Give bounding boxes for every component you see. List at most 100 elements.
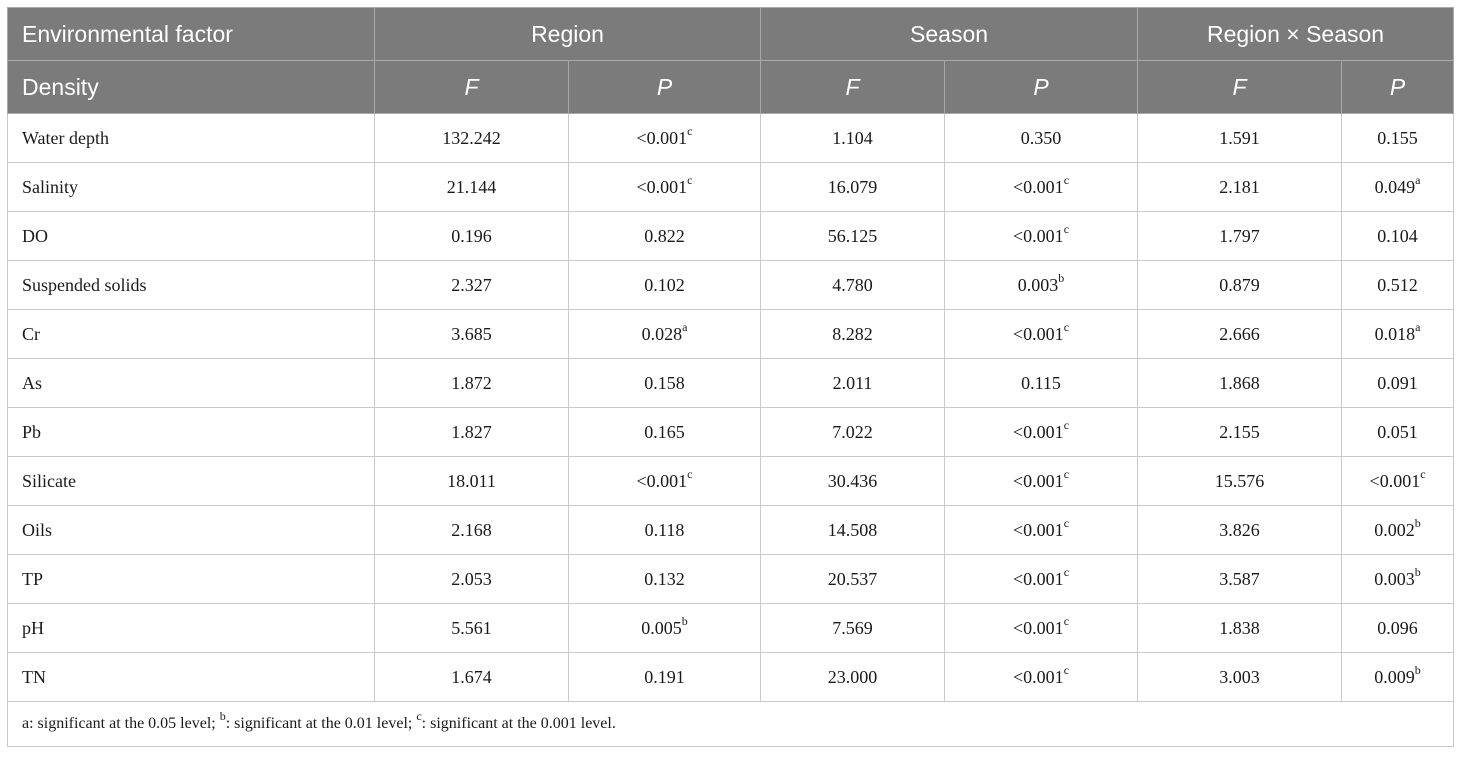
f-value-cell: 132.242 <box>374 113 569 163</box>
significance-marker: c <box>1063 613 1070 628</box>
p-value-cell: 0.049a <box>1341 162 1455 212</box>
significance-marker: c <box>1063 662 1070 677</box>
f-value-cell: 1.827 <box>374 407 569 457</box>
cell-value: 0.350 <box>1020 127 1062 148</box>
cell-value: 16.079 <box>827 176 878 197</box>
table-header: Environmental factor Region Season Regio… <box>7 7 1455 114</box>
significance-marker: a <box>1415 172 1421 187</box>
footnote-text: a: significant at the 0.05 level; <box>22 715 220 732</box>
p-value-cell: <0.001c <box>944 309 1139 359</box>
p-value-cell: 0.104 <box>1341 211 1455 261</box>
p-value-cell: 0.009b <box>1341 652 1455 702</box>
cell-value: <0.001 <box>1013 519 1064 540</box>
p-value-cell: 0.191 <box>567 652 762 702</box>
cell-value: 1.591 <box>1219 127 1260 148</box>
cell-value: 0.051 <box>1377 421 1418 442</box>
row-label: Cr <box>7 309 375 359</box>
p-value-cell: 0.091 <box>1341 358 1455 408</box>
cell-value: 7.022 <box>832 421 873 442</box>
cell-value: 0.822 <box>644 225 685 246</box>
f-value-cell: 16.079 <box>760 162 946 212</box>
significance-marker: b <box>1414 662 1421 677</box>
table-body: Water depth 132.242 <0.001c 1.104 0.350 1.591… <box>7 113 1455 702</box>
cell-value: 2.155 <box>1219 421 1260 442</box>
cell-value: 0.018 <box>1374 323 1416 344</box>
f-value-cell: 2.666 <box>1137 309 1343 359</box>
cell-value: 5.561 <box>451 617 492 638</box>
table-row: Pb 1.827 0.165 7.022 <0.001c 2.155 0.051 <box>7 407 1455 457</box>
significance-marker: b <box>1058 270 1065 285</box>
cell-value: 3.003 <box>1219 666 1260 687</box>
cell-value: 1.868 <box>1219 372 1260 393</box>
table-row: TP 2.053 0.132 20.537 <0.001c 3.587 0.003b <box>7 554 1455 604</box>
row-label: Pb <box>7 407 375 457</box>
row-label: TN <box>7 652 375 702</box>
footnote-text: : significant at the 0.01 level; <box>225 715 417 732</box>
p-value-cell: 0.003b <box>944 260 1139 310</box>
cell-value: 3.587 <box>1219 568 1260 589</box>
f-value-cell: 14.508 <box>760 505 946 555</box>
cell-value: 0.165 <box>644 421 685 442</box>
significance-marker: c <box>1063 221 1070 236</box>
header-group-region: Region <box>373 7 762 61</box>
f-value-cell: 3.003 <box>1137 652 1343 702</box>
p-value-cell: 0.158 <box>567 358 762 408</box>
significance-marker: c <box>1063 417 1070 432</box>
cell-value: <0.001 <box>1369 470 1421 491</box>
table-container: Environmental factor Region Season Regio… <box>6 7 1455 747</box>
cell-value: 3.685 <box>451 323 492 344</box>
cell-value: <0.001 <box>636 127 688 148</box>
p-value-cell: 0.051 <box>1341 407 1455 457</box>
cell-value: 0.191 <box>644 666 685 687</box>
p-value-cell: 0.028a <box>567 309 762 359</box>
cell-value: 1.674 <box>451 666 492 687</box>
footnote-text: : significant at the 0.001 level. <box>421 715 616 732</box>
significance-marker: c <box>687 466 693 481</box>
significance-marker: c <box>1420 466 1426 481</box>
f-value-cell: 1.838 <box>1137 603 1343 653</box>
table-row: Water depth 132.242 <0.001c 1.104 0.350 1.591… <box>7 113 1455 163</box>
p-value-cell: 0.118 <box>567 505 762 555</box>
cell-value: 1.104 <box>832 127 873 148</box>
header-row-2: Density F P F P F P <box>7 60 1455 114</box>
cell-value: <0.001 <box>1013 225 1064 246</box>
header-group-season: Season <box>760 7 1139 61</box>
significance-marker: b <box>1414 515 1421 530</box>
cell-value: <0.001 <box>1013 421 1064 442</box>
p-value-cell: 0.155 <box>1341 113 1455 163</box>
cell-value: 2.327 <box>451 274 492 295</box>
cell-value: <0.001 <box>1013 666 1064 687</box>
p-value-cell: <0.001c <box>944 603 1139 653</box>
significance-marker: c <box>1063 515 1070 530</box>
f-value-cell: 2.053 <box>374 554 569 604</box>
f-value-cell: 30.436 <box>760 456 946 506</box>
header-f: F <box>1137 60 1343 114</box>
p-value-cell: 0.822 <box>567 211 762 261</box>
footnote-marker: b <box>219 708 226 723</box>
row-label: pH <box>7 603 375 653</box>
table-row: As 1.872 0.158 2.011 0.115 1.868 0.091 <box>7 358 1455 408</box>
cell-value: 0.115 <box>1021 372 1061 393</box>
p-value-cell: <0.001c <box>944 505 1139 555</box>
cell-value: 2.666 <box>1219 323 1260 344</box>
cell-value: 30.436 <box>827 470 878 491</box>
header-row-1: Environmental factor Region Season Regio… <box>7 7 1455 61</box>
cell-value: 0.091 <box>1377 372 1418 393</box>
cell-value: 15.576 <box>1214 470 1265 491</box>
f-value-cell: 18.011 <box>374 456 569 506</box>
cell-value: 2.011 <box>832 372 873 393</box>
row-label: DO <box>7 211 375 261</box>
cell-value: <0.001 <box>1013 470 1064 491</box>
p-value-cell: <0.001c <box>567 162 762 212</box>
p-value-cell: 0.002b <box>1341 505 1455 555</box>
cell-value: 0.158 <box>644 372 685 393</box>
cell-value: <0.001 <box>1013 568 1064 589</box>
p-value-cell: 0.350 <box>944 113 1139 163</box>
cell-value: <0.001 <box>1013 617 1064 638</box>
table-row: Suspended solids 2.327 0.102 4.780 0.003b 0.8… <box>7 260 1455 310</box>
cell-value: 1.838 <box>1219 617 1260 638</box>
f-value-cell: 0.879 <box>1137 260 1343 310</box>
footnote-marker: c <box>416 708 422 723</box>
table-row: TN 1.674 0.191 23.000 <0.001c 3.003 0.009b <box>7 652 1455 702</box>
f-value-cell: 56.125 <box>760 211 946 261</box>
